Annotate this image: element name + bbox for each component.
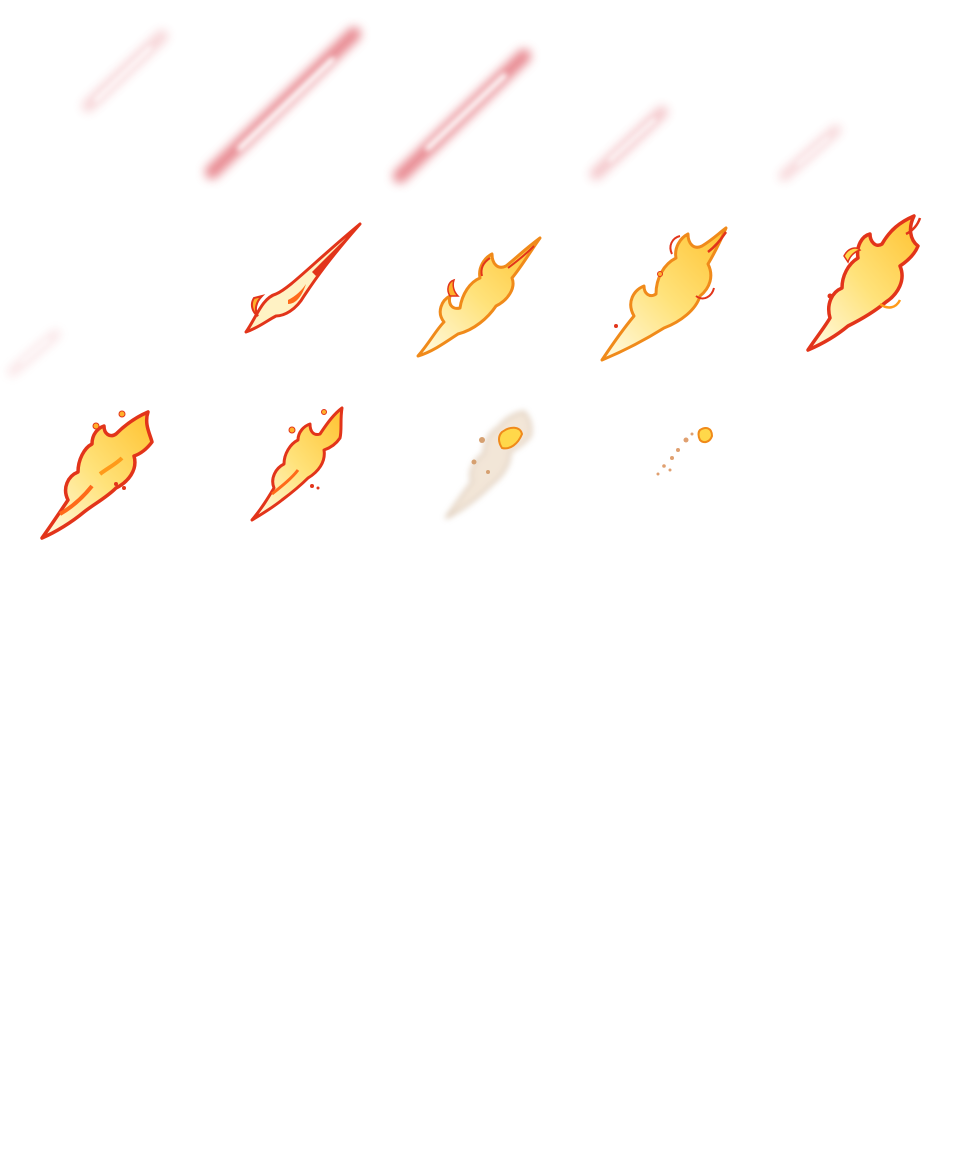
- frame-12-flame-fade: [192, 384, 384, 576]
- frame-1-streak: [0, 0, 192, 192]
- frame-14-embers: [576, 384, 768, 576]
- frame-10-flame-peak: [768, 192, 960, 384]
- frame-6-streak: [0, 192, 192, 384]
- frame-2-streak: [192, 0, 384, 192]
- frame-13-smoke: [384, 384, 576, 576]
- frame-5-streak: [768, 0, 960, 192]
- frame-11-flame-break: [0, 384, 192, 576]
- frame-8-flame-grow: [384, 192, 576, 384]
- frame-3-streak: [384, 0, 576, 192]
- frame-4-streak: [576, 0, 768, 192]
- frame-7-flame-ignite: [192, 192, 384, 384]
- frame-9-flame-full: [576, 192, 768, 384]
